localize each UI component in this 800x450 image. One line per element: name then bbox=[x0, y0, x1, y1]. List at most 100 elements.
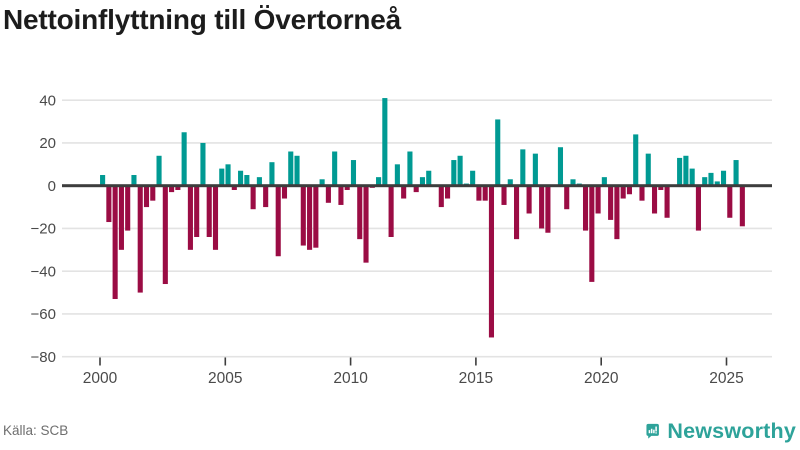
bar-2013Q1 bbox=[426, 170, 432, 186]
bar-2021Q2 bbox=[633, 134, 639, 186]
bar-2001Q1 bbox=[125, 185, 131, 231]
bar-2012Q3 bbox=[413, 185, 419, 193]
bar-2011Q2 bbox=[382, 98, 388, 186]
y-tick-label: −20 bbox=[31, 221, 56, 238]
bar-2017Q3 bbox=[539, 185, 545, 229]
bar-2005Q2 bbox=[231, 185, 237, 190]
zero-axis-line bbox=[62, 184, 772, 188]
bar-2022Q1 bbox=[651, 185, 658, 214]
bar-2019Q2 bbox=[582, 185, 589, 231]
bar-2008Q3 bbox=[313, 185, 319, 248]
bar-2025Q1 bbox=[727, 185, 733, 218]
bar-2000Q2 bbox=[106, 185, 112, 223]
bar-2013Q3 bbox=[438, 185, 444, 208]
bar-2014Q1 bbox=[451, 160, 457, 186]
bar-2025Q2 bbox=[733, 160, 739, 186]
bar-2015Q3 bbox=[488, 185, 495, 338]
bar-2014Q4 bbox=[470, 170, 476, 186]
y-tick-label: −80 bbox=[31, 349, 56, 366]
x-tick-label: 2005 bbox=[208, 370, 242, 387]
bar-2000Q4 bbox=[118, 185, 124, 250]
bar-2007Q4 bbox=[294, 155, 300, 186]
bar-2012Q1 bbox=[401, 185, 407, 199]
bar-2016Q2 bbox=[507, 179, 513, 186]
bar-2011Q3 bbox=[388, 185, 394, 237]
bar-2020Q1 bbox=[601, 177, 607, 186]
bar-2008Q4 bbox=[319, 179, 325, 186]
bar-2009Q2 bbox=[332, 151, 338, 186]
bar-2018Q4 bbox=[570, 179, 576, 186]
bar-2005Q4 bbox=[244, 175, 250, 186]
bar-2020Q3 bbox=[614, 185, 620, 240]
bar-2019Q4 bbox=[595, 185, 601, 214]
newsworthy-bar-chart-bubble-icon bbox=[646, 423, 659, 439]
bar-2015Q4 bbox=[495, 119, 501, 186]
bar-2012Q4 bbox=[419, 177, 426, 186]
bar-2015Q1 bbox=[476, 185, 482, 201]
bar-2015Q2 bbox=[482, 185, 488, 201]
bar-2010Q2 bbox=[357, 185, 363, 240]
bar-2004Q1 bbox=[200, 142, 206, 186]
x-tick-label: 2010 bbox=[333, 370, 368, 387]
bar-2009Q1 bbox=[325, 185, 331, 203]
newsworthy-wordmark: Newsworthy bbox=[667, 418, 796, 443]
bar-2006Q4 bbox=[269, 162, 275, 186]
bar-2019Q3 bbox=[589, 185, 595, 282]
bar-2023Q4 bbox=[695, 185, 701, 231]
bar-2000Q3 bbox=[112, 185, 118, 299]
bar-2000Q1 bbox=[100, 175, 106, 186]
bar-2006Q2 bbox=[256, 177, 262, 186]
bar-2025Q3 bbox=[739, 185, 745, 227]
x-tick-label: 2025 bbox=[709, 370, 743, 387]
chart-title: Nettoinflyttning till Övertorneå bbox=[3, 4, 402, 35]
bar-2023Q2 bbox=[683, 155, 689, 186]
bar-2006Q3 bbox=[263, 185, 269, 208]
y-tick-label: 20 bbox=[39, 135, 56, 152]
y-tick-label: 0 bbox=[48, 178, 56, 195]
bar-2005Q1 bbox=[225, 164, 231, 186]
bar-2008Q2 bbox=[307, 185, 313, 250]
bar-2017Q1 bbox=[526, 185, 532, 214]
bar-2022Q2 bbox=[658, 185, 664, 190]
bar-2024Q3 bbox=[714, 181, 720, 186]
bar-2024Q2 bbox=[708, 172, 714, 186]
bar-2002Q1 bbox=[150, 185, 156, 201]
bar-2007Q3 bbox=[288, 151, 294, 186]
bar-2004Q3 bbox=[212, 185, 219, 250]
bar-2007Q2 bbox=[281, 185, 288, 199]
speech-bubble-shape bbox=[646, 423, 659, 439]
y-tick-label: −60 bbox=[31, 306, 56, 323]
x-tick-label: 2000 bbox=[83, 370, 118, 387]
bar-2011Q1 bbox=[376, 177, 382, 186]
bar-2018Q3 bbox=[564, 185, 570, 210]
bar-2016Q1 bbox=[501, 185, 507, 205]
bar-2002Q4 bbox=[169, 185, 175, 193]
bar-2009Q3 bbox=[338, 185, 344, 205]
bar-2003Q3 bbox=[187, 185, 193, 250]
bar-2004Q4 bbox=[219, 168, 225, 186]
bar-2020Q2 bbox=[608, 185, 614, 220]
x-tick-label: 2015 bbox=[459, 370, 493, 387]
bar-2021Q3 bbox=[639, 185, 645, 201]
bar-2021Q4 bbox=[645, 153, 651, 186]
bar-2002Q3 bbox=[162, 185, 168, 285]
y-tick-label: 40 bbox=[39, 92, 56, 109]
bar-2008Q1 bbox=[300, 185, 306, 246]
bar-2023Q1 bbox=[677, 157, 683, 186]
bar-2020Q4 bbox=[620, 185, 626, 199]
x-tick-label: 2020 bbox=[584, 370, 619, 387]
bar-2003Q4 bbox=[194, 185, 200, 237]
bar-2017Q2 bbox=[532, 153, 538, 186]
y-tick-label: −40 bbox=[31, 263, 56, 280]
net-migration-bar-chart: 40 20 0 −20 −40 −60 −80 2000 2005 2010 2015 2020 202… bbox=[31, 92, 772, 387]
newsworthy-logo: Newsworthy bbox=[646, 414, 796, 448]
bar-2022Q3 bbox=[664, 185, 670, 218]
bar-2011Q4 bbox=[394, 164, 400, 186]
bar-2024Q1 bbox=[702, 177, 708, 186]
bar-2005Q3 bbox=[238, 170, 244, 186]
bar-2003Q2 bbox=[181, 132, 187, 186]
bar-2010Q3 bbox=[363, 185, 369, 263]
bar-2014Q2 bbox=[457, 155, 463, 186]
bar-2001Q4 bbox=[143, 185, 150, 208]
